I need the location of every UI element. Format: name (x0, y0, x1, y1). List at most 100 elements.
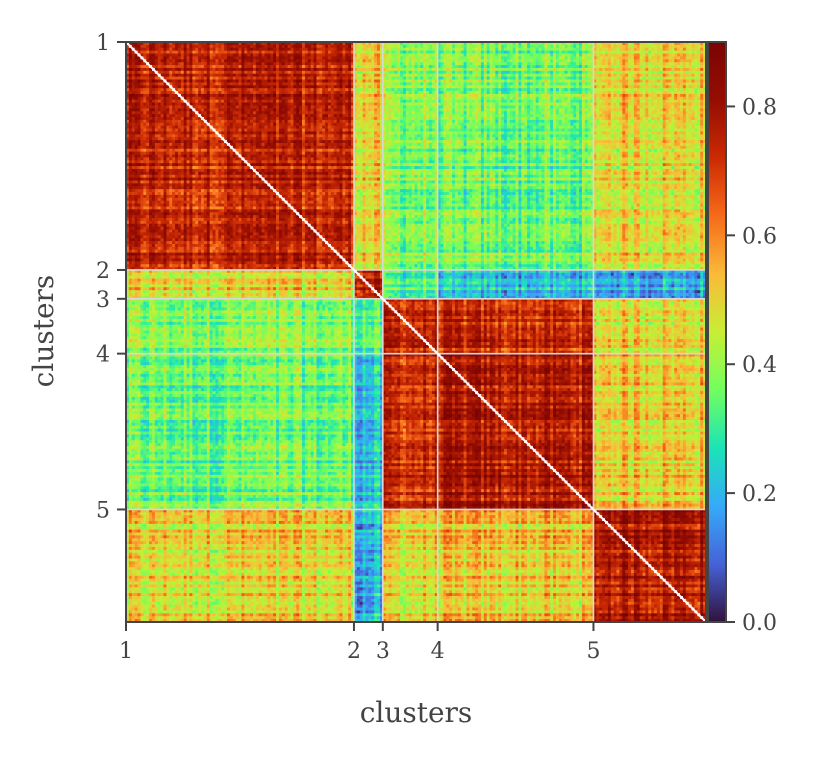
heatmap-cell (663, 45, 666, 48)
heatmap-cell (469, 85, 472, 88)
heatmap-cell (282, 62, 285, 65)
heatmap-cell (279, 59, 282, 62)
heatmap-cell (366, 82, 369, 85)
heatmap-cell (446, 71, 449, 74)
heatmap-cell (412, 97, 415, 100)
heatmap-cell (432, 74, 435, 77)
heatmap-cell (484, 48, 487, 51)
heatmap-cell (256, 88, 259, 91)
heatmap-cell (308, 62, 311, 65)
heatmap-cell (513, 48, 516, 51)
heatmap-cell (469, 91, 472, 94)
heatmap-cell (394, 74, 397, 77)
heatmap-cell (279, 71, 282, 74)
heatmap-cell (218, 62, 221, 65)
heatmap-cell (400, 51, 403, 54)
heatmap-cell (192, 94, 195, 97)
heatmap-cell (449, 48, 452, 51)
heatmap-cell (504, 97, 507, 100)
heatmap-cell (166, 88, 169, 91)
heatmap-cell (599, 94, 602, 97)
heatmap-cell (259, 94, 262, 97)
heatmap-cell (290, 65, 293, 68)
heatmap-cell (634, 71, 637, 74)
heatmap-cell (187, 91, 190, 94)
heatmap-cell (542, 80, 545, 83)
heatmap-cell (276, 82, 279, 85)
heatmap-cell (406, 100, 409, 103)
heatmap-cell (363, 65, 366, 68)
heatmap-cell (210, 85, 213, 88)
heatmap-cell (668, 77, 671, 80)
heatmap-cell (146, 71, 149, 74)
heatmap-cell (288, 88, 291, 91)
heatmap-cell (267, 54, 270, 57)
heatmap-cell (582, 77, 585, 80)
heatmap-cell (611, 97, 614, 100)
heatmap-cell (363, 54, 366, 57)
heatmap-cell (166, 97, 169, 100)
heatmap-cell (449, 54, 452, 57)
heatmap-cell (345, 65, 348, 68)
heatmap-cell (412, 77, 415, 80)
heatmap-cell (368, 94, 371, 97)
heatmap-cell (285, 85, 288, 88)
heatmap-cell (637, 74, 640, 77)
heatmap-cell (559, 48, 562, 51)
heatmap-cell (689, 74, 692, 77)
heatmap-cell (634, 62, 637, 65)
heatmap-cell (553, 82, 556, 85)
heatmap-cell (487, 62, 490, 65)
heatmap-cell (547, 56, 550, 59)
heatmap-cell (256, 51, 259, 54)
heatmap-cell (544, 97, 547, 100)
heatmap-cell (501, 82, 504, 85)
heatmap-cell (426, 54, 429, 57)
heatmap-cell (213, 65, 216, 68)
heatmap-cell (648, 56, 651, 59)
heatmap-cell (259, 56, 262, 59)
heatmap-cell (146, 45, 149, 48)
heatmap-cell (576, 56, 579, 59)
heatmap-cell (316, 88, 319, 91)
heatmap-cell (386, 71, 389, 74)
heatmap-cell (325, 59, 328, 62)
heatmap-cell (640, 59, 643, 62)
heatmap-cell (547, 65, 550, 68)
heatmap-cell (386, 45, 389, 48)
heatmap-cell (322, 77, 325, 80)
heatmap-cell (233, 94, 236, 97)
heatmap-cell (666, 94, 669, 97)
heatmap-cell (686, 62, 689, 65)
heatmap-cell (265, 91, 268, 94)
heatmap-cell (657, 85, 660, 88)
heatmap-cell (464, 71, 467, 74)
heatmap-cell (400, 82, 403, 85)
heatmap-cell (316, 71, 319, 74)
heatmap-cell (406, 62, 409, 65)
heatmap-cell (267, 51, 270, 54)
heatmap-cell (544, 100, 547, 103)
heatmap-cell (576, 71, 579, 74)
heatmap-cell (348, 45, 351, 48)
heatmap-cell (481, 88, 484, 91)
heatmap-cell (429, 51, 432, 54)
heatmap-cell (660, 54, 663, 57)
heatmap-cell (458, 68, 461, 71)
heatmap-cell (337, 91, 340, 94)
heatmap-cell (628, 85, 631, 88)
heatmap-cell (129, 51, 132, 54)
heatmap-cell (357, 94, 360, 97)
heatmap-cell (596, 65, 599, 68)
heatmap-cell (316, 82, 319, 85)
heatmap-cell (680, 48, 683, 51)
heatmap-cell (207, 100, 210, 103)
heatmap-cell (221, 91, 224, 94)
heatmap-cell (487, 71, 490, 74)
heatmap-cell (570, 82, 573, 85)
heatmap-cell (135, 77, 138, 80)
heatmap-cell (195, 85, 198, 88)
heatmap-cell (619, 68, 622, 71)
heatmap-cell (539, 59, 542, 62)
heatmap-cell (155, 54, 158, 57)
